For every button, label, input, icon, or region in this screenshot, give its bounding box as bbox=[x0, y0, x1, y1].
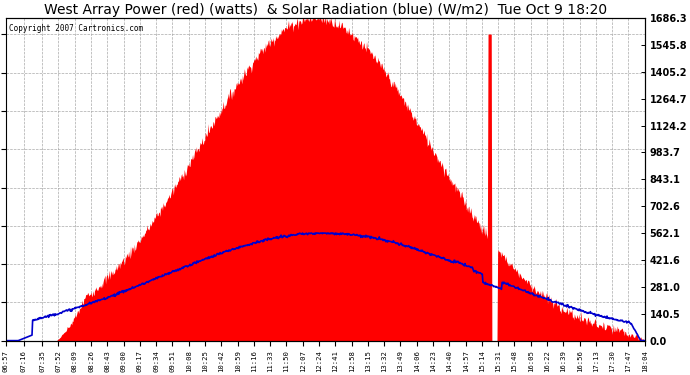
Text: Copyright 2007 Cartronics.com: Copyright 2007 Cartronics.com bbox=[9, 24, 143, 33]
Title: West Array Power (red) (watts)  & Solar Radiation (blue) (W/m2)  Tue Oct 9 18:20: West Array Power (red) (watts) & Solar R… bbox=[43, 3, 607, 17]
